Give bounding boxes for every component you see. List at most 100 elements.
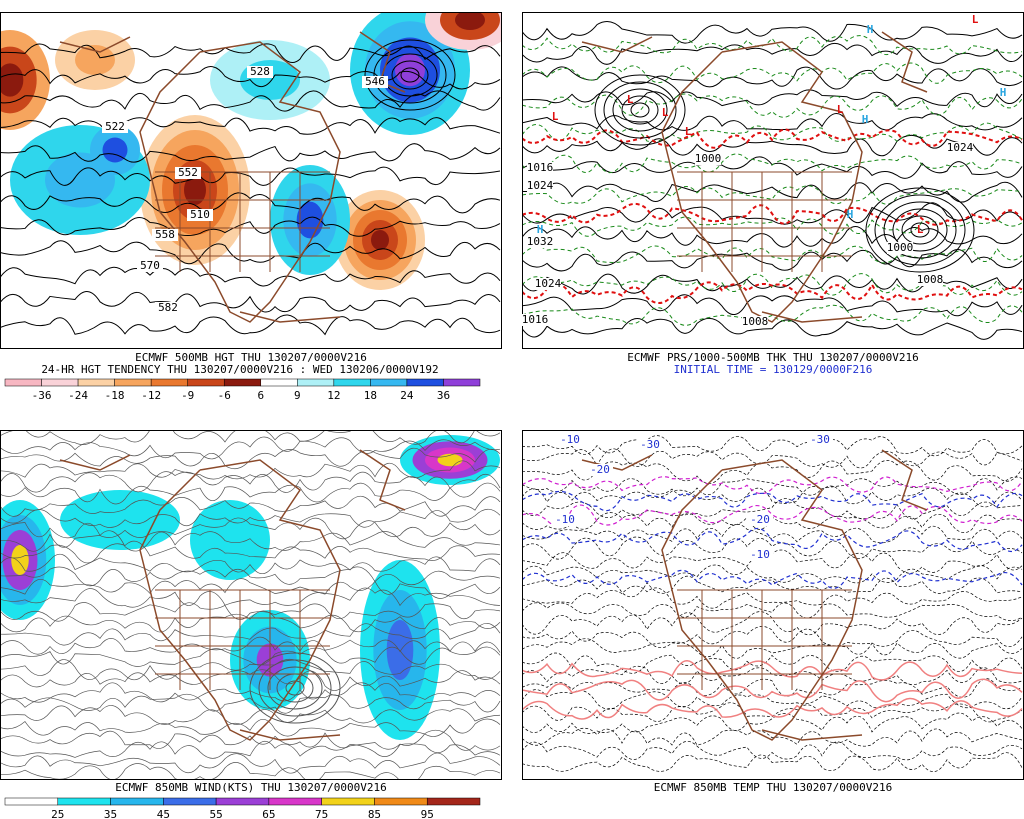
contour (522, 727, 1023, 747)
contour-label: -20 (750, 513, 770, 526)
map-area (0, 430, 501, 780)
contour (594, 74, 686, 146)
contour (630, 102, 650, 118)
colorbar-swatch (297, 378, 335, 387)
contour (522, 476, 1023, 495)
colorbar-label: 6 (257, 389, 264, 402)
caption: ECMWF 850MB WIND(KTS) THU 130207/0000V21… (115, 781, 387, 794)
contour (0, 192, 501, 214)
contour (522, 20, 1023, 44)
colorbar-swatch (370, 378, 408, 387)
colorbar-swatch (77, 378, 115, 387)
colorbar-label: 9 (294, 389, 301, 402)
contour-label: 1024 (527, 179, 554, 192)
contour (522, 697, 1023, 720)
colorbar-label: -24 (68, 389, 88, 402)
shading (75, 45, 115, 75)
contour (0, 566, 501, 587)
contour-label: 1016 (522, 313, 549, 326)
colorbar-swatch (163, 797, 217, 806)
contour (874, 194, 966, 266)
contour-label: -20 (590, 463, 610, 476)
contour (522, 181, 1023, 203)
contour-label: 546 (365, 75, 385, 88)
colorbar-swatch (57, 797, 111, 806)
contour (522, 89, 1023, 108)
contour (0, 291, 501, 313)
map-panel: -10 -10 -20 -30 -10 -20 -30 ECMWF 850MB TEMP TH… (522, 430, 1024, 794)
colorbar-label: 18 (364, 389, 377, 402)
contour (0, 266, 501, 287)
contour (0, 729, 501, 751)
colorbar-swatch (187, 378, 225, 387)
contour (522, 226, 1023, 248)
shading (455, 12, 485, 30)
pressure-center: L (837, 103, 844, 116)
label-bg (527, 236, 553, 248)
contour (612, 88, 668, 132)
label-bg (137, 260, 163, 272)
colorbar-label: -12 (141, 389, 161, 402)
contour (522, 273, 1023, 296)
label-bg (362, 76, 388, 88)
contour-label: 1008 (917, 273, 944, 286)
colorbar-swatch (426, 797, 481, 806)
shading (395, 53, 425, 87)
label-bg (947, 142, 973, 154)
contour (0, 143, 501, 163)
label-bg (152, 229, 178, 241)
contour (522, 248, 1023, 272)
contour-label: 552 (178, 166, 198, 179)
contour (0, 530, 501, 552)
contour (522, 638, 1023, 659)
contour (258, 659, 332, 717)
label-bg (187, 209, 213, 221)
shading (371, 230, 389, 250)
coastline (59, 449, 406, 741)
contour (865, 187, 975, 273)
contour (522, 652, 1023, 674)
label-bg (887, 242, 913, 254)
pressure-center: L (552, 110, 559, 123)
contour (522, 498, 1023, 520)
map-area (522, 20, 1023, 340)
pressure-center: L (972, 13, 979, 26)
colorbar-swatch (260, 378, 298, 387)
label-bg (247, 66, 273, 78)
contour-label: -10 (750, 548, 770, 561)
contour (522, 317, 1023, 340)
contour-label: 528 (250, 65, 270, 78)
contour (522, 702, 1023, 723)
colorbar-label: 75 (315, 808, 328, 819)
contour (0, 471, 501, 493)
label-bg (552, 514, 578, 526)
contour (0, 623, 501, 646)
colorbar-swatch (333, 378, 371, 387)
coastline (661, 41, 863, 323)
pressure-center: L (627, 93, 634, 106)
contour (0, 90, 501, 112)
label-bg (102, 121, 128, 133)
contour (0, 578, 501, 599)
contour (883, 201, 957, 259)
contour (522, 35, 1023, 55)
label-bg (535, 278, 561, 290)
contour-label: 1024 (947, 141, 974, 154)
colorbar-swatch (41, 378, 79, 387)
contour (522, 602, 1023, 622)
map-panel: 522 528 546 558 570 582 552 510 ECMWF 500MB HGT … (0, 12, 502, 402)
coastline (661, 459, 863, 741)
contour (522, 740, 1023, 761)
contour (267, 666, 323, 710)
contour (522, 626, 1023, 648)
pressure-center: L (917, 223, 924, 236)
contour (522, 460, 1023, 484)
contour (901, 215, 939, 245)
map-area (0, 12, 502, 336)
contour-label: -10 (560, 433, 580, 446)
contour (0, 752, 501, 774)
contour (522, 216, 1023, 237)
shading (0, 63, 24, 97)
contour (522, 564, 1023, 584)
contour (0, 669, 501, 691)
